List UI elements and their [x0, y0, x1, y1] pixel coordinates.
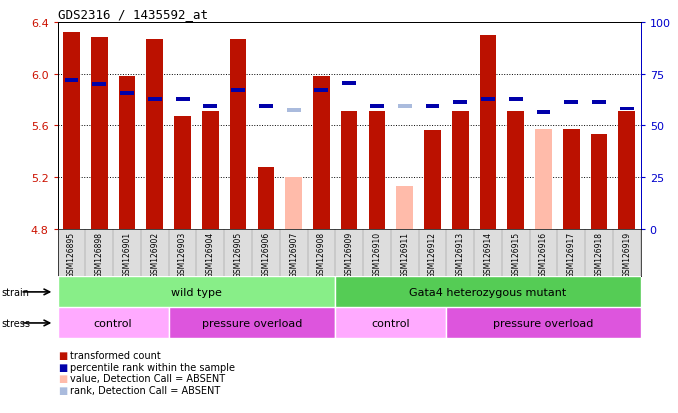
- Bar: [563, 130, 580, 229]
- Text: control: control: [372, 318, 410, 328]
- Bar: [336, 308, 446, 339]
- Text: pressure overload: pressure overload: [202, 318, 302, 328]
- Text: control: control: [94, 318, 132, 328]
- Text: GSM126895: GSM126895: [67, 232, 76, 278]
- Text: GSM126915: GSM126915: [511, 232, 520, 278]
- Text: GDS2316 / 1435592_at: GDS2316 / 1435592_at: [58, 8, 207, 21]
- Text: GSM126903: GSM126903: [178, 232, 187, 278]
- Bar: [426, 104, 439, 109]
- Text: wild type: wild type: [171, 287, 222, 297]
- Text: GSM126905: GSM126905: [234, 232, 243, 278]
- Bar: [479, 36, 496, 229]
- Bar: [508, 98, 523, 102]
- Text: GSM126902: GSM126902: [151, 232, 159, 278]
- Text: rank, Detection Call = ABSENT: rank, Detection Call = ABSENT: [70, 385, 220, 395]
- Text: percentile rank within the sample: percentile rank within the sample: [70, 362, 235, 372]
- Bar: [397, 187, 413, 229]
- Text: GSM126916: GSM126916: [539, 232, 548, 278]
- Bar: [63, 33, 80, 229]
- Text: Gata4 heterozygous mutant: Gata4 heterozygous mutant: [410, 287, 567, 297]
- Bar: [424, 131, 441, 229]
- Bar: [398, 104, 412, 109]
- Text: GSM126901: GSM126901: [123, 232, 132, 278]
- Bar: [620, 107, 634, 111]
- Text: GSM126917: GSM126917: [567, 232, 576, 278]
- Bar: [176, 98, 190, 102]
- Text: strain: strain: [1, 287, 29, 297]
- Text: value, Detection Call = ABSENT: value, Detection Call = ABSENT: [70, 373, 225, 383]
- Bar: [148, 98, 162, 102]
- Bar: [315, 89, 328, 93]
- Bar: [64, 79, 79, 83]
- Bar: [618, 112, 635, 229]
- Bar: [231, 89, 245, 93]
- Text: GSM126907: GSM126907: [289, 232, 298, 278]
- Bar: [287, 109, 300, 112]
- Bar: [146, 40, 163, 229]
- Bar: [119, 77, 136, 229]
- Text: GSM126898: GSM126898: [95, 232, 104, 278]
- Bar: [591, 135, 607, 229]
- Bar: [174, 117, 191, 229]
- Bar: [454, 101, 467, 104]
- Text: stress: stress: [1, 318, 31, 328]
- Bar: [58, 277, 336, 308]
- Text: GSM126906: GSM126906: [262, 232, 271, 278]
- Text: ■: ■: [58, 350, 67, 360]
- Bar: [91, 38, 108, 229]
- Bar: [369, 112, 385, 229]
- Text: transformed count: transformed count: [70, 350, 161, 360]
- Bar: [285, 178, 302, 229]
- Bar: [202, 112, 219, 229]
- Text: ■: ■: [58, 362, 67, 372]
- Bar: [336, 277, 641, 308]
- Text: GSM126919: GSM126919: [622, 232, 631, 278]
- Bar: [592, 101, 606, 104]
- Bar: [203, 104, 217, 109]
- Bar: [230, 40, 246, 229]
- Bar: [258, 167, 274, 229]
- Bar: [535, 130, 552, 229]
- Bar: [370, 104, 384, 109]
- Bar: [341, 112, 357, 229]
- Bar: [342, 81, 356, 85]
- Text: GSM126908: GSM126908: [317, 232, 326, 278]
- Bar: [313, 77, 330, 229]
- Text: GSM126913: GSM126913: [456, 232, 464, 278]
- Bar: [58, 308, 169, 339]
- Bar: [564, 101, 578, 104]
- Text: GSM126912: GSM126912: [428, 232, 437, 278]
- Bar: [535, 130, 552, 229]
- Text: GSM126914: GSM126914: [483, 232, 492, 278]
- Text: GSM126910: GSM126910: [372, 232, 382, 278]
- Bar: [481, 98, 495, 102]
- Text: GSM126918: GSM126918: [595, 232, 603, 278]
- Text: GSM126904: GSM126904: [206, 232, 215, 278]
- Text: ■: ■: [58, 373, 67, 383]
- Bar: [259, 104, 273, 109]
- Bar: [536, 111, 551, 115]
- Bar: [446, 308, 641, 339]
- Bar: [169, 308, 336, 339]
- Text: GSM126911: GSM126911: [400, 232, 410, 278]
- Bar: [120, 92, 134, 96]
- Bar: [92, 83, 106, 87]
- Bar: [507, 112, 524, 229]
- Text: ■: ■: [58, 385, 67, 395]
- Text: pressure overload: pressure overload: [494, 318, 594, 328]
- Text: GSM126909: GSM126909: [344, 232, 354, 278]
- Bar: [452, 112, 468, 229]
